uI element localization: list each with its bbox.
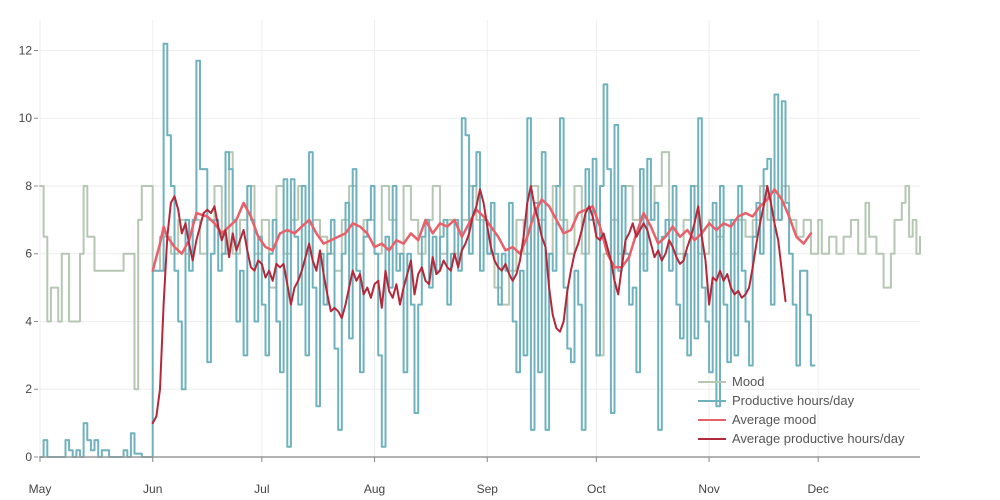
x-tick-label: Oct <box>587 482 606 496</box>
series-productive-hours-day <box>39 42 816 458</box>
series-average-productive-hours-day <box>151 185 787 425</box>
y-tick-label: 6 <box>25 247 32 261</box>
y-tick-label: 8 <box>25 179 32 193</box>
axes: 0 2 4 6 8 10 12 May Jun Jul Aug Sep Oct Nov Dec <box>19 43 920 496</box>
legend-label-mood: Mood <box>732 374 765 389</box>
legend-label-average-productive-hours-day: Average productive hours/day <box>732 431 905 446</box>
y-tick-label: 2 <box>25 382 32 396</box>
x-tick-label: Aug <box>364 482 385 496</box>
x-tick-label: Jun <box>143 482 162 496</box>
x-tick-label: Nov <box>698 482 719 496</box>
legend-label-productive-hours-day: Productive hours/day <box>732 393 855 408</box>
plot-area <box>39 42 921 458</box>
y-tick-label: 4 <box>25 314 32 328</box>
x-tick-label: Sep <box>477 482 499 496</box>
x-tick-label: May <box>29 482 52 496</box>
legend: Mood Productive hours/day Average mood Aver… <box>698 374 905 446</box>
x-tick-label: Jul <box>254 482 269 496</box>
x-tick-label: Dec <box>808 482 829 496</box>
y-tick-label: 10 <box>19 111 33 125</box>
y-tick-label: 0 <box>25 450 32 464</box>
y-tick-label: 12 <box>19 43 33 57</box>
legend-label-average-mood: Average mood <box>732 412 816 427</box>
